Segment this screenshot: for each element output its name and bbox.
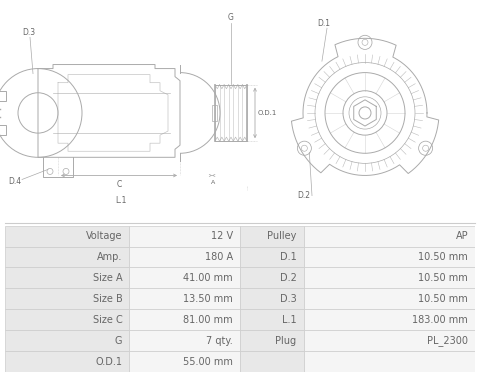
Bar: [240, 226, 303, 247]
Text: A: A: [211, 180, 216, 185]
Bar: [240, 309, 303, 331]
Text: D.4: D.4: [8, 176, 21, 185]
Bar: [130, 309, 240, 331]
Text: 180 A: 180 A: [205, 252, 233, 262]
Bar: [0, 91, 6, 101]
Bar: [5, 351, 130, 372]
Bar: [303, 226, 475, 247]
Text: D.3: D.3: [280, 294, 297, 304]
Bar: [303, 267, 475, 288]
Bar: [0, 125, 6, 135]
Text: Size C: Size C: [93, 315, 122, 325]
Bar: [5, 226, 130, 247]
Text: 7 qty.: 7 qty.: [206, 336, 233, 346]
Text: D.1: D.1: [280, 252, 297, 262]
Text: C: C: [116, 180, 121, 190]
Text: 183.00 mm: 183.00 mm: [412, 315, 468, 325]
Text: Size B: Size B: [93, 294, 122, 304]
Text: Voltage: Voltage: [86, 231, 122, 241]
Text: 41.00 mm: 41.00 mm: [183, 273, 233, 283]
Bar: [240, 351, 303, 372]
Text: 10.50 mm: 10.50 mm: [419, 273, 468, 283]
Text: G: G: [228, 13, 234, 22]
Bar: [212, 105, 217, 121]
Bar: [303, 288, 475, 309]
Bar: [5, 331, 130, 351]
Text: 55.00 mm: 55.00 mm: [183, 357, 233, 367]
Text: 13.50 mm: 13.50 mm: [183, 294, 233, 304]
Bar: [5, 247, 130, 267]
Bar: [130, 226, 240, 247]
Text: D.1: D.1: [317, 19, 330, 28]
Text: O.D.1: O.D.1: [96, 357, 122, 367]
Text: O.D.1: O.D.1: [258, 110, 277, 116]
Text: L.1: L.1: [115, 196, 126, 205]
Text: Amp.: Amp.: [97, 252, 122, 262]
Text: 10.50 mm: 10.50 mm: [419, 294, 468, 304]
Text: D.2: D.2: [279, 273, 297, 283]
Text: Plug: Plug: [276, 336, 297, 346]
Bar: [5, 309, 130, 331]
Bar: [5, 267, 130, 288]
Bar: [5, 288, 130, 309]
Text: 81.00 mm: 81.00 mm: [183, 315, 233, 325]
Bar: [240, 247, 303, 267]
Bar: [130, 351, 240, 372]
Bar: [130, 247, 240, 267]
Bar: [130, 288, 240, 309]
Text: 12 V: 12 V: [211, 231, 233, 241]
Bar: [303, 331, 475, 351]
Text: PL_2300: PL_2300: [427, 335, 468, 346]
Text: Size A: Size A: [93, 273, 122, 283]
Bar: [303, 309, 475, 331]
Bar: [303, 351, 475, 372]
Bar: [303, 247, 475, 267]
Text: AP: AP: [456, 231, 468, 241]
Bar: [130, 331, 240, 351]
Bar: [240, 288, 303, 309]
Bar: [130, 267, 240, 288]
Text: 10.50 mm: 10.50 mm: [419, 252, 468, 262]
Text: D.2: D.2: [297, 191, 310, 200]
Text: D.3: D.3: [22, 28, 35, 37]
Bar: [240, 267, 303, 288]
Bar: [240, 331, 303, 351]
Text: Pulley: Pulley: [267, 231, 297, 241]
Text: L.1: L.1: [282, 315, 297, 325]
Text: G: G: [115, 336, 122, 346]
